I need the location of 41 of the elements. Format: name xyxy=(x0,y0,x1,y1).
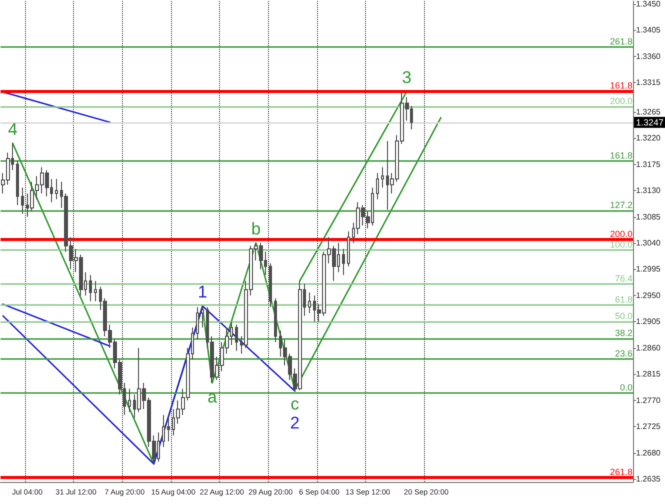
ref-line-label: 1.3247 xyxy=(636,117,664,128)
annotation: 261.8 xyxy=(610,36,633,47)
annotation: 38.2 xyxy=(615,328,633,338)
annotation: 76.4 xyxy=(615,273,633,284)
annotation: 2 xyxy=(290,414,300,433)
annotation: 50.0 xyxy=(615,311,633,322)
annotation: 200.0 xyxy=(610,96,633,106)
annotation: 261.8 xyxy=(610,466,633,477)
annotation: a xyxy=(207,387,218,406)
y-tick-label: 1.2950 xyxy=(636,290,662,300)
y-tick-label: 1.3265 xyxy=(636,107,662,116)
y-tick-label: 1.3315 xyxy=(636,78,662,88)
y-tick-label: 1.3175 xyxy=(636,160,662,169)
y-tick-label: 1.3130 xyxy=(636,186,662,196)
annotation: b xyxy=(251,220,261,238)
annotation: 1 xyxy=(198,282,208,302)
y-tick-label: 1.3405 xyxy=(636,26,662,35)
y-tick-label: 1.2635 xyxy=(636,474,662,484)
y-tick-label: 1.3220 xyxy=(636,134,662,143)
y-tick-label: 1.3450 xyxy=(636,0,662,8)
y-tick-label: 1.2725 xyxy=(636,422,662,432)
y-tick-label: 1.2680 xyxy=(636,448,662,458)
y-tick-label: 1.2860 xyxy=(636,343,662,352)
annotation: 61.8 xyxy=(615,294,633,304)
annotation: 23.6 xyxy=(615,348,633,358)
annotation: 161.8 xyxy=(610,150,633,160)
y-tick-label: 1.3040 xyxy=(636,238,662,248)
annotation: 100.0 xyxy=(610,239,633,250)
annotation: 161.8 xyxy=(610,80,633,90)
annotation: 3 xyxy=(402,68,412,87)
y-tick-label: 1.3085 xyxy=(636,212,662,222)
annotation: 4 xyxy=(8,120,18,139)
y-tick-label: 1.3360 xyxy=(636,52,662,61)
y-tick-label: 1.2815 xyxy=(636,370,662,379)
y-tick-label: 1.2770 xyxy=(636,396,662,405)
y-tick-label: 1.2905 xyxy=(636,317,662,326)
annotation: c xyxy=(290,394,300,414)
annotation: 0.0 xyxy=(620,382,633,392)
annotation: 200.0 xyxy=(610,229,633,239)
y-tick-label: 1.2995 xyxy=(636,264,662,274)
annotation: 127.2 xyxy=(610,200,633,210)
